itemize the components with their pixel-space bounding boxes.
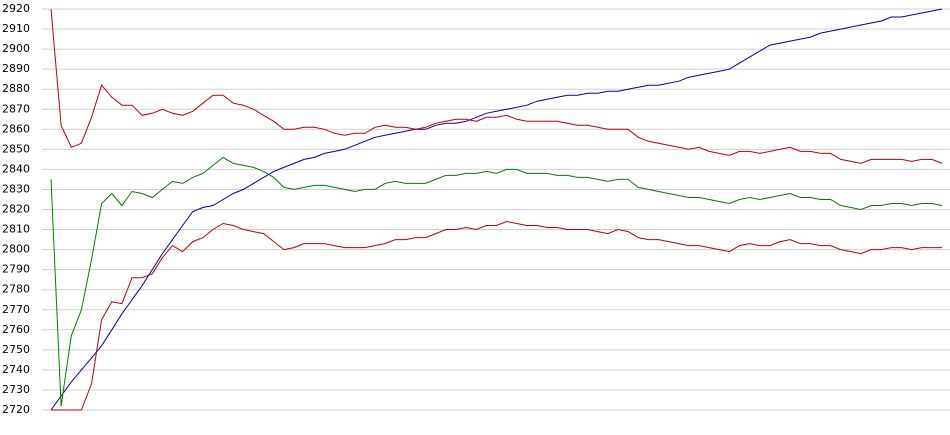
y-tick-label: 2890 xyxy=(2,62,30,75)
y-tick-label: 2910 xyxy=(2,22,30,35)
y-tick-label: 2720 xyxy=(2,403,30,416)
series-line xyxy=(51,220,942,411)
y-tick-label: 2740 xyxy=(2,363,30,376)
y-tick-label: 2760 xyxy=(2,323,30,336)
y-tick-label: 2770 xyxy=(2,303,30,316)
y-tick-label: 2780 xyxy=(2,283,30,296)
y-tick-label: 2870 xyxy=(2,102,30,115)
y-tick-label: 2900 xyxy=(2,42,30,55)
y-tick-label: 2800 xyxy=(2,243,30,256)
y-tick-label: 2750 xyxy=(2,343,30,356)
series-line xyxy=(50,8,943,164)
series-line xyxy=(50,156,943,407)
y-tick-label: 2840 xyxy=(2,162,30,175)
y-tick-label: 2880 xyxy=(2,82,30,95)
y-tick-label: 2850 xyxy=(2,142,30,155)
series-line xyxy=(50,8,943,411)
y-tick-label: 2860 xyxy=(2,122,30,135)
y-tick-label: 2790 xyxy=(2,263,30,276)
y-tick-label: 2830 xyxy=(2,182,30,195)
y-tick-label: 2820 xyxy=(2,203,30,216)
y-tick-label: 2810 xyxy=(2,223,30,236)
y-tick-label: 2730 xyxy=(2,383,30,396)
y-tick-label: 2920 xyxy=(2,2,30,15)
